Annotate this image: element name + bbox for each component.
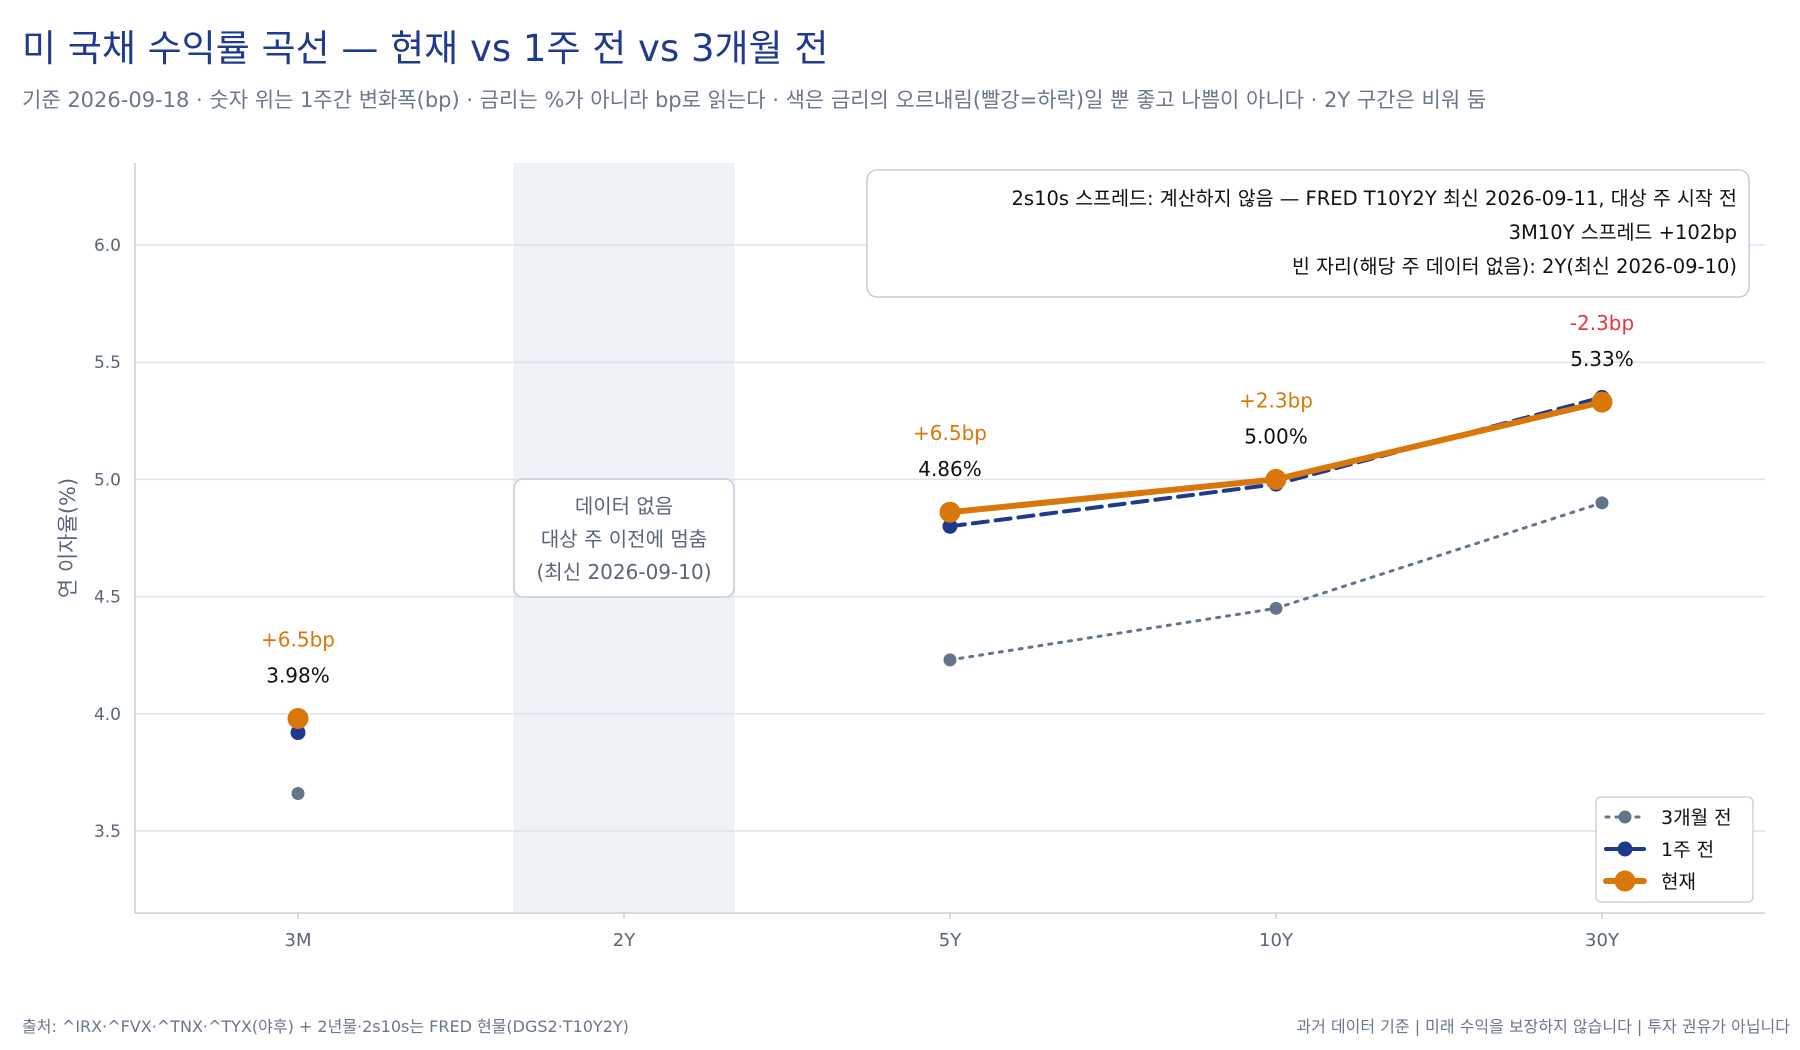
chart-subtitle: 기준 2026-09-18 · 숫자 위는 1주간 변화폭(bp) · 금리는 … xyxy=(22,88,1487,112)
data-point-3m-ago xyxy=(1269,601,1283,615)
legend-swatch-marker xyxy=(1618,810,1632,824)
y-tick-label: 5.5 xyxy=(94,353,121,373)
value-label: 3.98% xyxy=(266,663,330,687)
legend-label: 1주 전 xyxy=(1661,839,1714,861)
data-point-current xyxy=(1591,391,1613,413)
info-box xyxy=(866,169,1750,298)
legend-swatch-marker xyxy=(1614,870,1636,892)
x-tick-label: 2Y xyxy=(613,930,636,951)
change-label: +2.3bp xyxy=(1239,388,1313,412)
info-box-line: 3M10Y 스프레드 +102bp xyxy=(1509,221,1737,244)
data-point-3m-ago xyxy=(291,786,305,800)
data-point-1w-ago xyxy=(290,725,306,741)
no-data-box xyxy=(513,478,735,598)
series-line-3m-ago xyxy=(948,501,1604,662)
series-line-current xyxy=(947,399,1605,516)
disclaimer-note: 과거 데이터 기준 | 미래 수익을 보장하지 않습니다 | 투자 권유가 아닙… xyxy=(1296,1017,1790,1036)
source-note: 출처: ^IRX·^FVX·^TNX·^TYX(야후) + 2년물·2s10s는… xyxy=(22,1017,629,1036)
value-label: 4.86% xyxy=(918,457,982,481)
data-point-current xyxy=(1265,468,1287,490)
y-tick-label: 4.0 xyxy=(94,705,121,725)
value-label: 5.33% xyxy=(1570,347,1634,371)
no-data-text: (최신 2026-09-10) xyxy=(537,560,712,584)
legend-label: 현재 xyxy=(1661,871,1696,893)
y-tick-label: 3.5 xyxy=(94,822,121,842)
series-line-1w-ago xyxy=(948,395,1604,529)
no-data-text: 데이터 없음 xyxy=(575,494,673,518)
y-axis-label: 연 이자율(%) xyxy=(56,478,80,598)
x-tick-label: 3M xyxy=(285,930,312,951)
change-label: +6.5bp xyxy=(913,421,987,445)
info-box-line: 2s10s 스프레드: 계산하지 않음 — FRED T10Y2Y 최신 202… xyxy=(1012,187,1738,210)
data-point-3m-ago xyxy=(1595,496,1609,510)
x-tick-label: 10Y xyxy=(1259,930,1294,951)
x-tick-label: 5Y xyxy=(939,930,962,951)
data-point-current xyxy=(287,707,309,729)
change-label: -2.3bp xyxy=(1570,311,1634,335)
change-label: +6.5bp xyxy=(261,627,335,651)
data-point-current xyxy=(939,501,961,523)
legend-box xyxy=(1595,796,1754,903)
y-tick-label: 5.0 xyxy=(94,470,121,490)
legend-swatch-marker xyxy=(1617,841,1633,857)
x-tick-label: 30Y xyxy=(1585,930,1620,951)
y-tick-label: 4.5 xyxy=(94,588,121,608)
info-box-line: 빈 자리(해당 주 데이터 없음): 2Y(최신 2026-09-10) xyxy=(1292,255,1737,278)
legend-label: 3개월 전 xyxy=(1661,807,1732,829)
chart-title: 미 국채 수익률 곡선 — 현재 vs 1주 전 vs 3개월 전 xyxy=(22,27,829,70)
data-point-1w-ago xyxy=(942,518,958,534)
y-tick-label: 6.0 xyxy=(94,236,121,256)
data-point-3m-ago xyxy=(943,653,957,667)
no-data-text: 대상 주 이전에 멈춤 xyxy=(541,527,707,551)
value-label: 5.00% xyxy=(1244,424,1308,448)
